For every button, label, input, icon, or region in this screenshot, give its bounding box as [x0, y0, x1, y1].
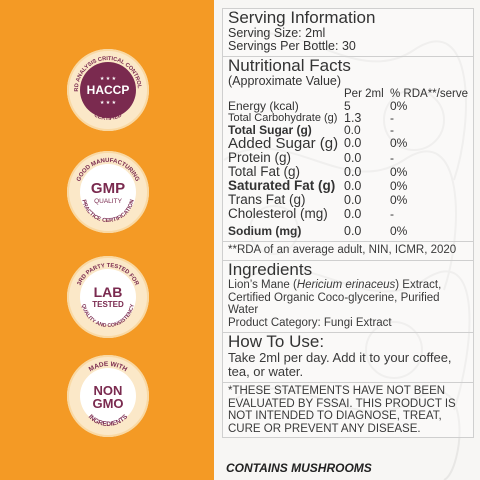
nutrient-rda: 0%: [390, 165, 408, 179]
background-pattern: [223, 32, 471, 480]
svg-text:★ ★ ★: ★ ★ ★: [100, 100, 117, 106]
table-row: Total Sugar (g) 0.0 -: [228, 124, 468, 136]
nongmo-sub: GMO: [92, 396, 123, 411]
table-row: Trans Fat (g) 0.0 0%: [228, 192, 468, 208]
nutrition-subtitle: (Approximate Value): [228, 74, 342, 88]
nutrient-per: 0.0: [344, 123, 361, 137]
disclaimer-section: *THESE STATEMENTS HAVE NOT BEEN EVALUATE…: [223, 383, 473, 437]
table-row: Added Sugar (g) 0.0 0%: [228, 136, 468, 151]
rda-footnote-section: **RDA of an average adult, NIN, ICMR, 20…: [223, 242, 473, 261]
ingredients-section: Ingredients Lion’s Mane (Hericium erinac…: [223, 261, 473, 333]
svg-text:★ ★ ★: ★ ★ ★: [100, 76, 117, 82]
table-row: Saturated Fat (g) 0.0 0%: [228, 178, 468, 194]
nutrient-per: 1.3: [344, 111, 362, 125]
ingredients-text: Lion’s Mane (Hericium erinaceus) Extract…: [228, 279, 468, 332]
column-header-rda: % RDA**/serve: [390, 88, 468, 100]
gmp-sub: QUALITY: [94, 198, 122, 205]
nutrient-name: Saturated Fat (g): [228, 178, 336, 193]
nutrition-section: Nutritional Facts (Approximate Value) Pe…: [223, 57, 473, 242]
non-gmo-badge-icon: MADE WITH INGREDIENTS NON GMO: [66, 354, 150, 438]
lab-sub: TESTED: [92, 300, 124, 309]
nutrient-name: Energy (kcal): [228, 99, 299, 113]
nutrient-rda: 0%: [390, 224, 408, 238]
nutrient-rda: -: [390, 151, 394, 165]
how-to-use-text: Take 2ml per day. Add it to your coffee,…: [228, 350, 452, 379]
disclaimer-text: *THESE STATEMENTS HAVE NOT BEEN EVALUATE…: [228, 385, 456, 435]
nutrient-rda: -: [390, 207, 394, 221]
nutrient-per: 0.0: [344, 207, 362, 221]
product-category: Product Category: Fungi Extract: [228, 316, 392, 329]
nutrient-rda: 0%: [390, 179, 408, 193]
nutrition-table: Per 2ml % RDA**/serve Energy (kcal) 5 0%…: [228, 88, 468, 241]
table-row: Energy (kcal) 5 0%: [228, 100, 468, 112]
nutrient-per: 0.0: [344, 193, 362, 207]
serving-section: Serving Information Serving Size: 2ml Se…: [223, 9, 473, 57]
table-row: Protein (g) 0.0 -: [228, 150, 468, 166]
nutrient-name: Total Sugar (g): [228, 123, 312, 137]
lab-main: LAB: [94, 284, 123, 300]
lab-tested-badge-icon: 3RD PARTY TESTED FOR QUALITY AND CONSIST…: [66, 255, 150, 339]
haccp-main: HACCP: [87, 83, 130, 97]
info-background: [214, 0, 480, 480]
nutrient-name: Total Fat (g): [228, 164, 301, 179]
haccp-arc-bottom: CERTIFIED: [93, 112, 123, 122]
nutrient-rda: -: [390, 111, 394, 125]
ingredients-line-2: Certified Organic Coco-glycerine, Purifi…: [228, 291, 440, 317]
nutrient-rda: 0%: [390, 136, 408, 150]
nutrient-rda: 0%: [390, 193, 408, 207]
servings-per-bottle: Servings Per Bottle: 30: [228, 39, 356, 53]
ingredients-line-1: Lion’s Mane (Hericium erinaceus) Extract…: [228, 279, 442, 291]
nutrient-per: 0.0: [344, 151, 362, 165]
svg-text:CERTIFIED: CERTIFIED: [93, 112, 123, 122]
nutrient-name: Cholesterol (mg): [228, 206, 328, 221]
table-row: Cholesterol (mg) 0.0 -: [228, 206, 468, 222]
column-header-per: Per 2ml: [344, 88, 384, 100]
how-to-use-title: How To Use:: [228, 332, 325, 351]
nutrient-rda: -: [390, 123, 394, 137]
table-row: Sodium (mg) 0.0 0%: [228, 221, 468, 241]
nutrient-rda: 0%: [390, 99, 408, 113]
haccp-badge-icon: HAZARD ANALYSIS CRITICAL CONTROL POINT C…: [66, 48, 150, 132]
nutrition-title: Nutritional Facts: [228, 56, 351, 75]
nutrient-per: 0.0: [344, 224, 362, 238]
nutrient-name: Trans Fat (g): [228, 192, 306, 207]
serving-title: Serving Information: [228, 8, 376, 27]
gmp-badge-icon: GOOD MANUFACTURING PRACTICE CERTIFICATIO…: [66, 150, 150, 234]
nutrient-name: Total Carbohydrate (g): [228, 112, 338, 124]
nutrient-name: Added Sugar (g): [228, 135, 339, 152]
rda-footnote: **RDA of an average adult, NIN, ICMR, 20…: [228, 244, 457, 256]
contains-mushrooms-note: CONTAINS MUSHROOMS: [226, 461, 372, 475]
nutrient-name: Protein (g): [228, 150, 292, 165]
nutrient-per: 0.0: [344, 136, 362, 150]
table-row: Total Carbohydrate (g) 1.3 -: [228, 111, 468, 125]
nutrient-per: 0.0: [344, 165, 362, 179]
ingredients-title: Ingredients: [228, 260, 313, 279]
nutrient-per: 0.0: [344, 179, 362, 193]
latin-name: Hericium erinaceus: [296, 279, 396, 291]
table-row: Total Fat (g) 0.0 0%: [228, 164, 468, 180]
nutrient-name: Sodium (mg): [228, 224, 302, 238]
nutrient-per: 5: [344, 99, 351, 113]
nongmo-main: NON: [94, 383, 123, 398]
how-to-use-section: How To Use: Take 2ml per day. Add it to …: [223, 333, 473, 383]
info-panel: Serving Information Serving Size: 2ml Se…: [222, 8, 474, 438]
gmp-main: GMP: [91, 180, 125, 197]
serving-size: Serving Size: 2ml: [228, 26, 326, 40]
nutrition-header-row: Per 2ml % RDA**/serve: [228, 88, 468, 100]
